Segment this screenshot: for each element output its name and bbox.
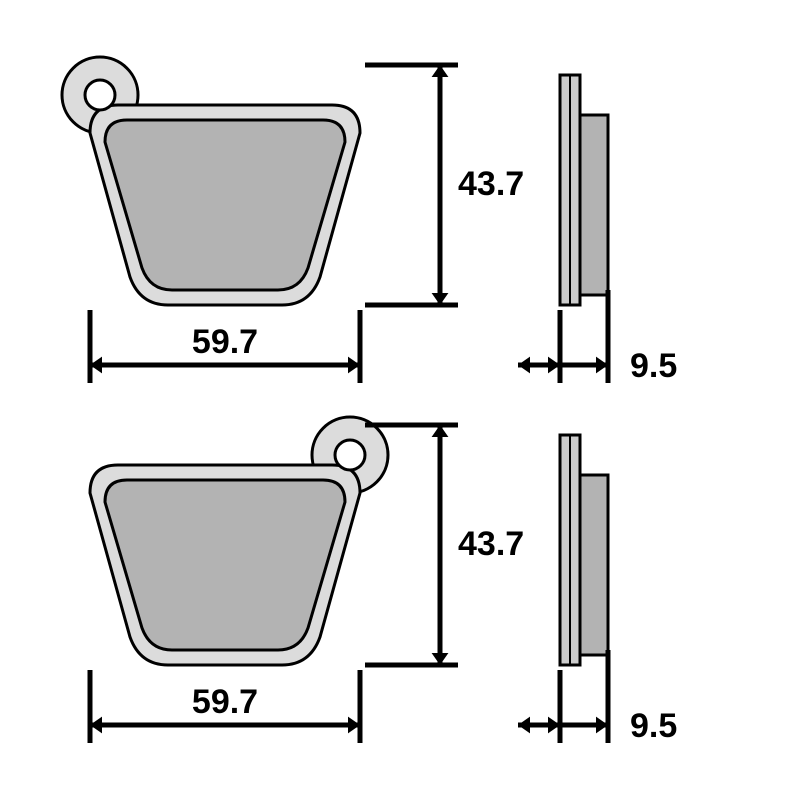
dim-label-thickness: 9.5 — [630, 707, 677, 745]
pad-friction-area — [105, 480, 345, 650]
dim-label-height: 43.7 — [458, 525, 524, 563]
pad-friction-area — [105, 120, 345, 290]
pad-group-0: 59.7 43.7 9.5 — [62, 57, 677, 385]
dim-label-width: 59.7 — [192, 323, 258, 361]
pad-mounting-hole — [85, 80, 115, 110]
dim-label-height: 43.7 — [458, 165, 524, 203]
pad-side-friction — [580, 475, 608, 655]
pad-group-1: 59.7 43.7 9.5 — [90, 417, 677, 745]
dim-label-width: 59.7 — [192, 683, 258, 721]
dim-label-thickness: 9.5 — [630, 347, 677, 385]
pad-side-friction — [580, 115, 608, 295]
pad-mounting-hole — [335, 440, 365, 470]
